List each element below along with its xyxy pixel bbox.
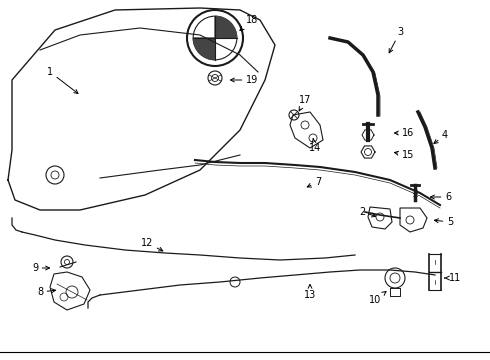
Text: 10: 10 bbox=[369, 292, 386, 305]
Text: 5: 5 bbox=[435, 217, 453, 227]
Text: 3: 3 bbox=[389, 27, 403, 53]
Text: 9: 9 bbox=[32, 263, 49, 273]
Text: 15: 15 bbox=[394, 150, 414, 160]
Wedge shape bbox=[215, 17, 237, 38]
Text: 2: 2 bbox=[359, 207, 376, 217]
Text: 17: 17 bbox=[299, 95, 311, 111]
Text: 14: 14 bbox=[309, 139, 321, 153]
Text: 8: 8 bbox=[37, 287, 55, 297]
Text: 13: 13 bbox=[304, 284, 316, 300]
Text: 16: 16 bbox=[394, 128, 414, 138]
Text: 7: 7 bbox=[307, 177, 321, 187]
Text: 1: 1 bbox=[47, 67, 78, 94]
Text: 6: 6 bbox=[431, 192, 451, 202]
Text: 18: 18 bbox=[240, 15, 258, 31]
Text: 11: 11 bbox=[445, 273, 461, 283]
Text: 12: 12 bbox=[141, 238, 163, 251]
Text: 19: 19 bbox=[230, 75, 258, 85]
Text: 4: 4 bbox=[434, 130, 448, 144]
Wedge shape bbox=[194, 38, 215, 59]
